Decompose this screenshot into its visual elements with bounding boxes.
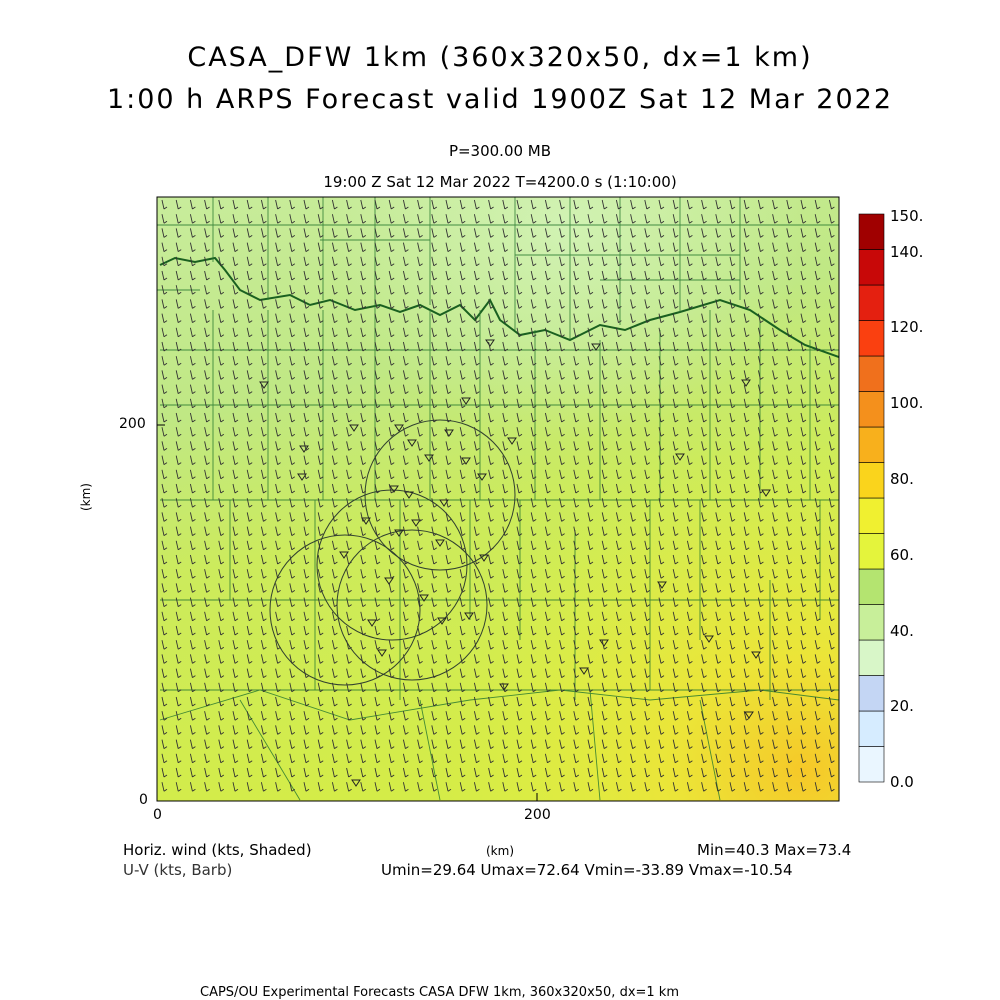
- uv-stats-readout: Umin=29.64 Umax=72.64 Vmin=-33.89 Vmax=-…: [381, 861, 793, 879]
- colorbar: [858, 213, 885, 783]
- pressure-label: P=300.00 MB: [448, 142, 552, 160]
- colorbar-swatch: [858, 675, 885, 712]
- colorbar-swatch: [858, 604, 885, 641]
- y-tick-0: 0: [139, 792, 148, 808]
- colorbar-swatch: [858, 284, 885, 321]
- colorbar-label-100: 100.: [890, 394, 924, 412]
- title-line-1: CASA_DFW 1km (360x320x50, dx=1 km): [187, 42, 813, 73]
- colorbar-label-40: 40.: [890, 622, 914, 640]
- colorbar-label-60: 60.: [890, 546, 914, 564]
- colorbar-label-150: 150.: [890, 207, 924, 225]
- colorbar-swatch: [858, 497, 885, 534]
- colorbar-label-140: 140.: [890, 243, 924, 261]
- x-tick-200: 200: [524, 807, 551, 823]
- wind-barb-glyphs: [161, 199, 835, 792]
- x-axis-unit: (km): [486, 844, 515, 858]
- y-tick-200: 200: [119, 416, 146, 432]
- title-line-2: 1:00 h ARPS Forecast valid 1900Z Sat 12 …: [106, 84, 894, 115]
- shading-legend: Horiz. wind (kts, Shaded): [123, 841, 312, 859]
- colorbar-label-120: 120.: [890, 318, 924, 336]
- plot-frame: [156, 196, 840, 802]
- colorbar-swatch: [858, 320, 885, 357]
- colorbar-swatch: [858, 391, 885, 428]
- colorbar-swatch: [858, 639, 885, 676]
- wind-barbs: [161, 199, 835, 792]
- colorbar-label-80: 80.: [890, 470, 914, 488]
- colorbar-swatch: [858, 568, 885, 605]
- colorbar-label-20: 20.: [890, 697, 914, 715]
- min-max-readout: Min=40.3 Max=73.4: [697, 841, 852, 859]
- colorbar-swatch: [858, 533, 885, 570]
- time-label: 19:00 Z Sat 12 Mar 2022 T=4200.0 s (1:10…: [323, 173, 677, 191]
- colorbar-swatch: [858, 462, 885, 499]
- colorbar-swatch: [858, 213, 885, 250]
- barb-legend: U-V (kts, Barb): [123, 861, 233, 879]
- x-tick-0: 0: [153, 807, 162, 823]
- colorbar-swatch: [858, 426, 885, 463]
- county-boundaries: [157, 197, 839, 801]
- colorbar-swatch: [858, 249, 885, 286]
- colorbar-swatch: [858, 746, 885, 783]
- station-markers: [259, 339, 771, 787]
- colorbar-swatch: [858, 710, 885, 747]
- colorbar-swatch: [858, 355, 885, 392]
- colorbar-label-0: 0.0: [890, 773, 914, 791]
- y-axis-unit: (km): [79, 482, 94, 512]
- credit-line: CAPS/OU Experimental Forecasts CASA DFW …: [200, 985, 680, 1000]
